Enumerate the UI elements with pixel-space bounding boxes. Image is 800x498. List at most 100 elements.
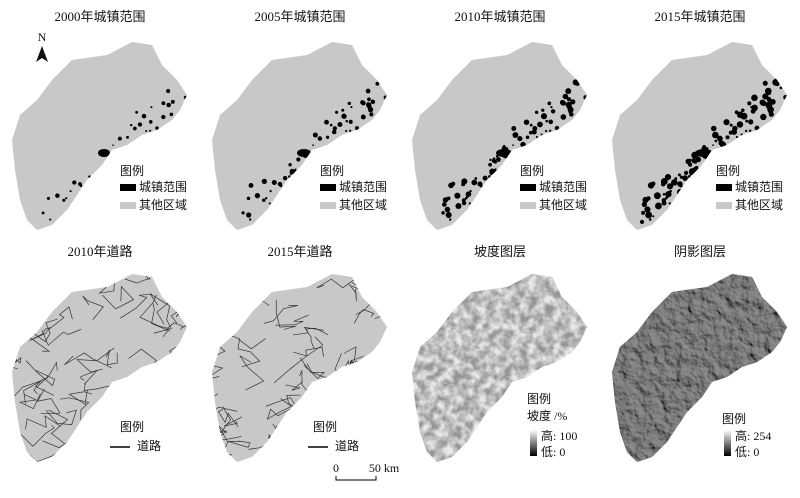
urban-patch bbox=[578, 111, 583, 116]
urban-patch bbox=[760, 113, 767, 121]
urban-patch bbox=[88, 195, 91, 198]
road bbox=[285, 381, 303, 391]
swatch bbox=[320, 202, 336, 209]
urban-patch bbox=[183, 95, 187, 99]
urban-patch bbox=[55, 193, 60, 198]
urban-patch bbox=[69, 190, 72, 193]
urban-patch bbox=[688, 195, 691, 199]
urban-patch bbox=[331, 129, 337, 135]
road bbox=[165, 387, 187, 407]
road bbox=[237, 338, 261, 368]
urban-patch bbox=[323, 151, 328, 156]
road bbox=[12, 380, 43, 404]
urban-patch bbox=[512, 132, 519, 138]
urban-patch bbox=[116, 168, 118, 170]
urban-patch bbox=[716, 135, 723, 142]
panel-title: 坡度图层 bbox=[474, 244, 526, 259]
urban-patch bbox=[728, 149, 733, 153]
road bbox=[353, 309, 375, 324]
road bbox=[12, 293, 40, 315]
urban-patch bbox=[694, 183, 699, 187]
urban-patch bbox=[534, 140, 539, 145]
road bbox=[212, 393, 238, 419]
panel-title: 2010年道路 bbox=[67, 244, 132, 259]
road bbox=[29, 327, 51, 342]
urban-patch bbox=[567, 104, 573, 110]
legend-subtitle: 坡度 /% bbox=[527, 408, 567, 423]
swatch bbox=[120, 202, 136, 209]
urban-patch bbox=[347, 101, 351, 106]
legend-title: 图例 bbox=[527, 392, 551, 406]
urban-patch bbox=[367, 97, 371, 102]
color-ramp bbox=[530, 430, 537, 456]
road bbox=[348, 283, 357, 302]
urban-patch bbox=[547, 101, 552, 106]
urban-patch bbox=[246, 212, 252, 218]
urban-patch bbox=[46, 196, 51, 200]
urban-patch bbox=[155, 126, 159, 130]
urban-patch bbox=[124, 156, 128, 160]
road bbox=[369, 360, 387, 389]
legend-item: 道路 bbox=[137, 438, 161, 453]
urban-patch bbox=[385, 90, 387, 94]
urban-patch bbox=[580, 112, 583, 115]
scale-line bbox=[335, 476, 377, 481]
road bbox=[316, 438, 334, 453]
road bbox=[31, 305, 43, 319]
urban-patch bbox=[482, 175, 488, 181]
urban-patch bbox=[655, 202, 662, 210]
road bbox=[292, 327, 329, 336]
legend-title: 图例 bbox=[722, 412, 746, 426]
swatch bbox=[716, 184, 732, 191]
urban-patch bbox=[641, 210, 646, 215]
urban-patch bbox=[145, 129, 148, 132]
urban-patch bbox=[468, 202, 471, 205]
urban-patch bbox=[566, 102, 569, 104]
urban-patch bbox=[130, 150, 134, 154]
urban-patch bbox=[491, 158, 497, 163]
urban-patch bbox=[703, 170, 708, 175]
swatch bbox=[520, 184, 536, 191]
urban-patch bbox=[719, 139, 722, 142]
urban-patch bbox=[135, 110, 139, 114]
urban-patch bbox=[716, 147, 721, 152]
urban-patch bbox=[661, 200, 667, 206]
road bbox=[98, 278, 116, 294]
urban-patch bbox=[700, 173, 704, 177]
urban-patch bbox=[762, 93, 769, 100]
road bbox=[45, 409, 77, 426]
urban-patch bbox=[288, 163, 292, 167]
road bbox=[18, 393, 41, 410]
urban-patch bbox=[751, 94, 758, 102]
urban-patch bbox=[271, 179, 277, 186]
urban-patch bbox=[288, 175, 292, 179]
swatch bbox=[120, 184, 136, 191]
urban-patch bbox=[246, 196, 251, 201]
legend: 图例 高: 254 低: 0 bbox=[722, 412, 771, 459]
urban-patch bbox=[350, 106, 353, 109]
urban-patch bbox=[469, 189, 472, 193]
urban-patch bbox=[741, 150, 744, 153]
urban-patch bbox=[710, 151, 717, 158]
urban-patch bbox=[650, 181, 656, 187]
road bbox=[376, 426, 387, 452]
road bbox=[60, 397, 90, 420]
urban-patch bbox=[769, 98, 776, 105]
urban-patch bbox=[289, 181, 293, 185]
urban-patch bbox=[641, 201, 647, 208]
urban-patch bbox=[383, 95, 387, 100]
urban-patch bbox=[494, 182, 500, 188]
urban-patch bbox=[540, 133, 543, 136]
urban-patch bbox=[269, 189, 272, 193]
urban-patch bbox=[366, 102, 369, 104]
urban-patch bbox=[98, 149, 110, 157]
road bbox=[271, 452, 290, 462]
urban-patch bbox=[375, 81, 380, 86]
urban-patch bbox=[41, 211, 45, 215]
urban-patch bbox=[530, 150, 534, 154]
urban-patch bbox=[740, 108, 745, 113]
urban-patch bbox=[545, 119, 549, 123]
urban-patch bbox=[311, 162, 316, 167]
urban-patch bbox=[348, 119, 353, 124]
urban-patch bbox=[496, 157, 501, 162]
